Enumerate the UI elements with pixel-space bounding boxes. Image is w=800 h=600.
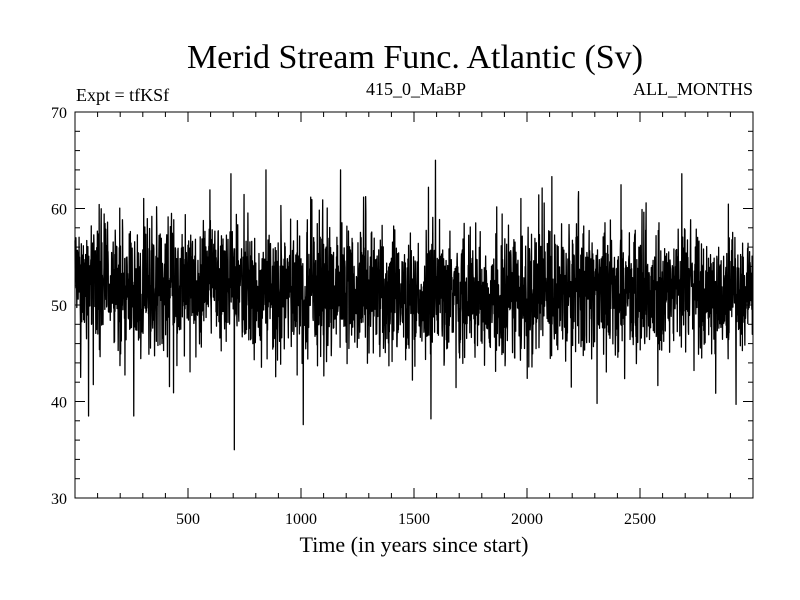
plot-frame xyxy=(74,111,754,499)
y-tick-label: 50 xyxy=(51,298,67,315)
x-tick-label: 1000 xyxy=(285,511,317,528)
y-axis: 30 40 50 60 70 xyxy=(51,105,753,508)
chart-title: Merid Stream Func. Atlantic (Sv) xyxy=(187,39,643,76)
y-tick-label: 40 xyxy=(51,395,67,412)
y-tick-label: 30 xyxy=(51,491,67,508)
subtitle-center: 415_0_MaBP xyxy=(366,79,466,99)
x-tick-label: 1500 xyxy=(398,511,430,528)
y-tick-label: 60 xyxy=(51,202,67,219)
x-axis: 500 1000 1500 2000 2500 xyxy=(97,112,731,528)
subtitle-left: Expt = tfKSf xyxy=(76,85,169,105)
x-tick-label: 2000 xyxy=(511,511,543,528)
series-line xyxy=(74,159,754,451)
plot-area xyxy=(74,159,754,451)
subtitle-right: ALL_MONTHS xyxy=(633,79,753,99)
x-tick-label: 2500 xyxy=(624,511,656,528)
x-axis-label: Time (in years since start) xyxy=(300,532,529,557)
x-tick-label: 500 xyxy=(176,511,200,528)
y-tick-label: 70 xyxy=(51,105,67,122)
